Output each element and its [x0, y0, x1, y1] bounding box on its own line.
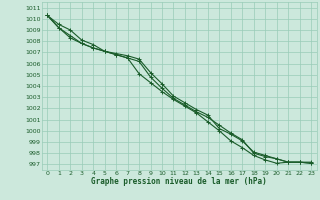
X-axis label: Graphe pression niveau de la mer (hPa): Graphe pression niveau de la mer (hPa) — [91, 177, 267, 186]
